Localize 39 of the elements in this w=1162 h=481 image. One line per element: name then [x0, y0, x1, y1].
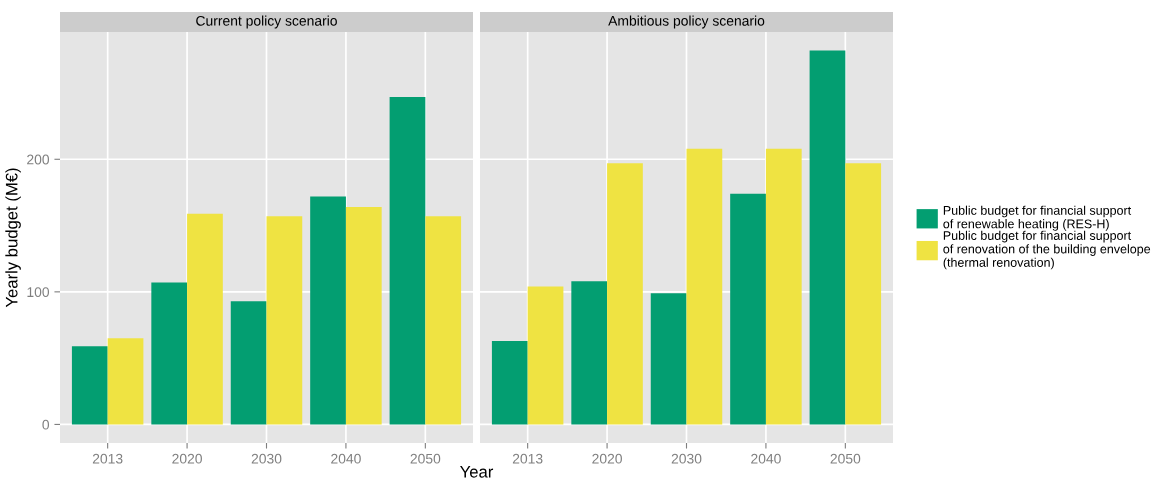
bar — [686, 148, 723, 425]
bar — [491, 340, 528, 425]
chart-title: Current policy scenario — [196, 15, 337, 29]
bar — [230, 301, 267, 425]
x-axis-title: Year — [460, 466, 494, 478]
x-tick-label: 2050 — [830, 453, 861, 464]
x-tick-label: 2050 — [410, 453, 441, 464]
bar — [389, 96, 426, 425]
x-tick-label: 2030 — [251, 453, 282, 464]
x-tick-label: 2040 — [331, 453, 361, 464]
legend-label: Public budget for financial support of renovation of the building envelope (thermal renovation) — [943, 230, 1151, 270]
x-tick-label: 2020 — [592, 453, 622, 464]
x-tick-label: 2013 — [512, 453, 543, 464]
bar — [845, 163, 882, 425]
bar — [310, 196, 346, 425]
bar — [71, 346, 108, 425]
bar — [765, 148, 802, 425]
y-tick-label: 200 — [27, 154, 50, 165]
bar — [266, 216, 303, 425]
bar — [527, 286, 564, 425]
bar — [809, 50, 846, 425]
bar — [151, 282, 188, 425]
y-tick-label: 100 — [27, 287, 50, 298]
bar — [571, 281, 608, 425]
x-tick-label: 2013 — [92, 453, 123, 464]
bar — [187, 213, 223, 425]
bar — [345, 207, 382, 425]
x-tick-label: 2040 — [751, 453, 781, 464]
bar — [107, 338, 144, 425]
x-tick-label: 2020 — [172, 453, 202, 464]
bar — [650, 293, 687, 425]
chart-title: Ambitious policy scenario — [608, 15, 765, 29]
bar — [730, 193, 766, 425]
x-tick-label: 2030 — [671, 453, 702, 464]
y-axis-title: Yearly budget (M€) — [5, 168, 21, 308]
y-tick-label: 0 — [42, 419, 50, 430]
legend-label: Public budget for financial support of renewable heating (RES-H) — [943, 205, 1132, 231]
bar — [607, 163, 643, 425]
bar — [425, 216, 462, 425]
